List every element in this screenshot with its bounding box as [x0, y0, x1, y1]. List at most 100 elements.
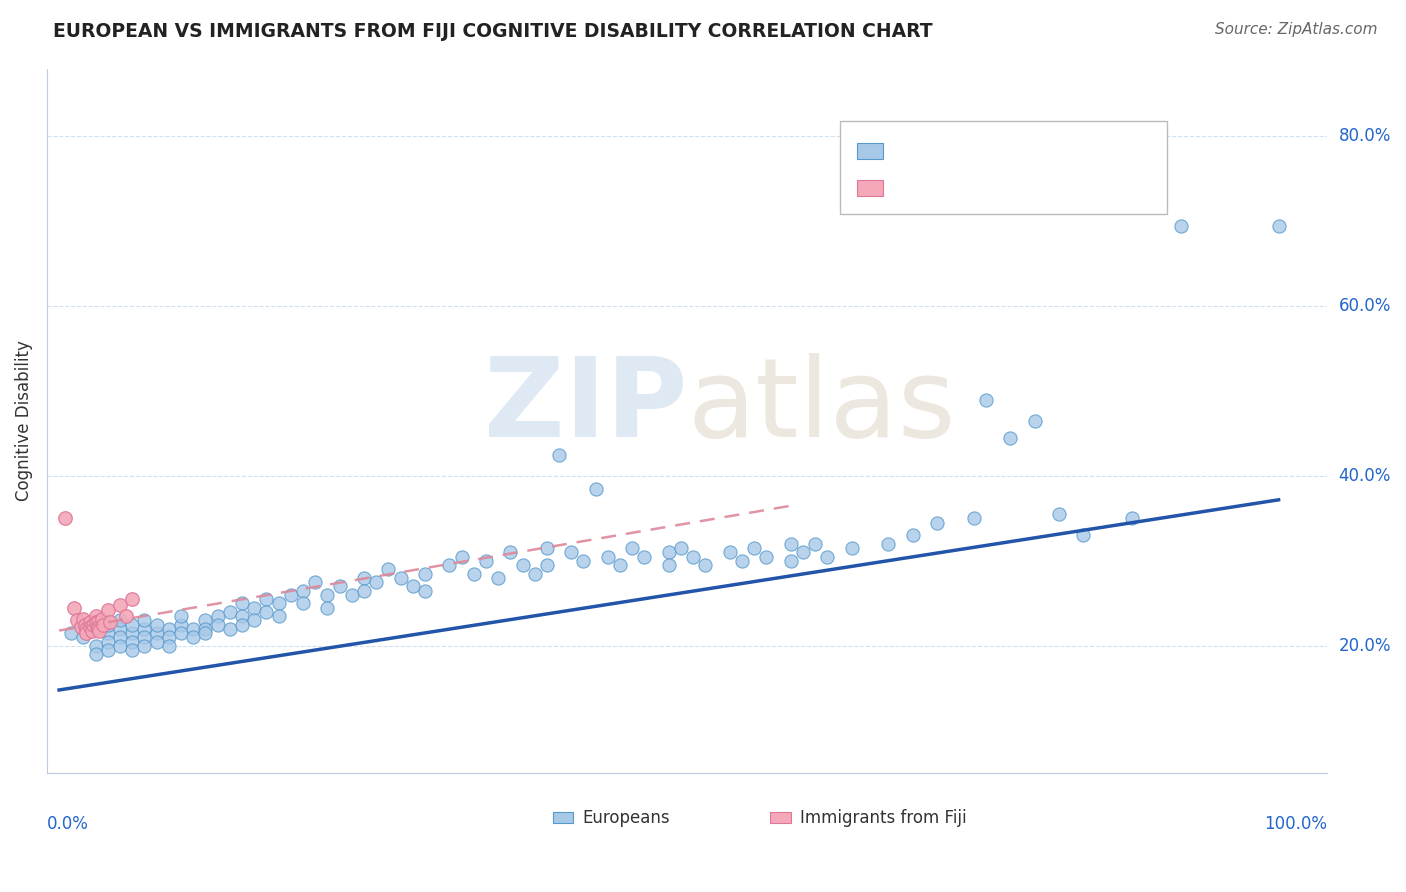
Text: 40.0%: 40.0% [1339, 467, 1391, 485]
Point [90, 612, 112, 626]
Point [291, 583, 314, 598]
Point [82, 617, 104, 632]
Point [87, 615, 110, 629]
Point [560, 545, 582, 559]
Point [84, 622, 107, 636]
Point [499, 545, 522, 559]
Point [695, 558, 717, 573]
Point [157, 631, 180, 645]
Point [243, 613, 266, 627]
Point [72, 631, 94, 645]
Point [134, 639, 156, 653]
Point [91, 617, 114, 632]
Point [316, 600, 339, 615]
Point [718, 545, 741, 559]
Text: N =  25: N = 25 [1031, 178, 1104, 196]
Point [974, 392, 997, 407]
Point [72, 612, 94, 626]
Point [1000, 431, 1022, 445]
Point [134, 613, 156, 627]
Text: Immigrants from Fiji: Immigrants from Fiji [800, 808, 966, 827]
Point [402, 579, 425, 593]
Point [72, 617, 94, 632]
Point [231, 596, 253, 610]
Point [121, 643, 143, 657]
Point [157, 622, 180, 636]
Point [97, 643, 120, 657]
Point [316, 588, 339, 602]
Text: Europeans: Europeans [582, 808, 669, 827]
Text: ZIP: ZIP [484, 353, 688, 460]
Point [280, 588, 302, 602]
Point [669, 541, 692, 556]
Point [84, 648, 107, 662]
Point [329, 579, 352, 593]
Point [1267, 219, 1289, 233]
Point [340, 588, 363, 602]
Point [439, 558, 461, 573]
Point [84, 615, 107, 629]
Point [731, 554, 754, 568]
Text: 80.0%: 80.0% [1339, 128, 1391, 145]
Point [536, 541, 558, 556]
Text: 0.0%: 0.0% [46, 815, 89, 833]
Point [194, 626, 217, 640]
Point [231, 609, 253, 624]
Point [145, 617, 167, 632]
Point [80, 624, 103, 638]
Point [170, 609, 193, 624]
Point [121, 592, 143, 607]
Point [73, 617, 96, 632]
Point [207, 617, 229, 632]
Point [60, 626, 83, 640]
Point [815, 549, 838, 564]
Point [194, 622, 217, 636]
Point [254, 592, 277, 607]
Point [108, 631, 131, 645]
Point [389, 571, 412, 585]
Point [84, 639, 107, 653]
Point [157, 639, 180, 653]
Point [134, 631, 156, 645]
Text: N = 107: N = 107 [1031, 142, 1111, 160]
Point [963, 511, 986, 525]
Point [585, 482, 607, 496]
Point [194, 613, 217, 627]
Point [108, 622, 131, 636]
Point [134, 622, 156, 636]
Text: Source: ZipAtlas.com: Source: ZipAtlas.com [1215, 22, 1378, 37]
Point [486, 571, 509, 585]
Point [145, 634, 167, 648]
Point [450, 549, 472, 564]
Point [779, 554, 801, 568]
Point [75, 622, 97, 636]
Point [170, 617, 193, 632]
Point [66, 613, 89, 627]
Point [779, 537, 801, 551]
Point [97, 634, 120, 648]
Point [181, 622, 204, 636]
Point [877, 537, 900, 551]
Point [609, 558, 631, 573]
Point [742, 541, 765, 556]
Point [218, 605, 240, 619]
Point [377, 562, 399, 576]
Point [512, 558, 534, 573]
Text: R = 0.205: R = 0.205 [894, 178, 993, 196]
Text: R = 0.479: R = 0.479 [894, 142, 993, 160]
Point [1121, 511, 1143, 525]
Point [108, 598, 131, 612]
Point [108, 639, 131, 653]
Point [536, 558, 558, 573]
Point [1047, 508, 1070, 522]
Point [413, 566, 436, 581]
Point [86, 620, 108, 634]
Point [70, 620, 93, 634]
Point [145, 626, 167, 640]
FancyBboxPatch shape [553, 812, 574, 823]
Point [755, 549, 778, 564]
Point [792, 545, 814, 559]
Point [927, 516, 949, 530]
Point [98, 615, 121, 629]
Point [475, 554, 498, 568]
